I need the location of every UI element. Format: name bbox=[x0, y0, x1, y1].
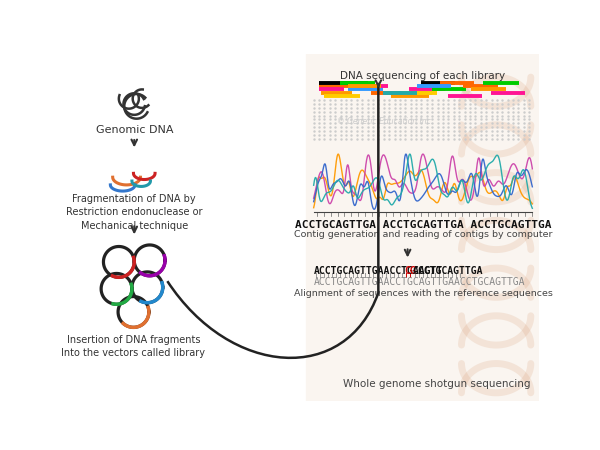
Text: ACCTGCAGTTGA: ACCTGCAGTTGA bbox=[413, 266, 483, 276]
Text: ACCTGCAGTTGAACCTGCAGTT: ACCTGCAGTTGAACCTGCAGTT bbox=[314, 266, 443, 276]
Text: CG: CG bbox=[404, 266, 416, 276]
Bar bbox=[306, 54, 539, 400]
Text: ACCTGCAGTTGA ACCTGCAGTTGA ACCTGCAGTTGA: ACCTGCAGTTGA ACCTGCAGTTGA ACCTGCAGTTGA bbox=[295, 220, 551, 230]
Text: Whole genome shotgun sequencing: Whole genome shotgun sequencing bbox=[343, 379, 531, 389]
Text: Genomic DNA: Genomic DNA bbox=[95, 125, 173, 135]
Text: Insertion of DNA fragments
Into the vectors called library: Insertion of DNA fragments Into the vect… bbox=[61, 335, 205, 358]
Text: DNA sequencing of each library: DNA sequencing of each library bbox=[340, 71, 506, 81]
Text: Contig generation and reading of contigs by computer: Contig generation and reading of contigs… bbox=[294, 230, 552, 238]
Text: Alignment of sequences with the reference sequences: Alignment of sequences with the referenc… bbox=[293, 289, 553, 298]
Text: ACCTGCAGTTGAACCTGCAGTTGAACCTGCAGTTGA: ACCTGCAGTTGAACCTGCAGTTGAACCTGCAGTTGA bbox=[314, 277, 525, 287]
Text: © Genetic Education Inc.: © Genetic Education Inc. bbox=[337, 117, 433, 126]
Text: Fragmentation of DNA by
Restriction endonuclease or
Mechanical technique: Fragmentation of DNA by Restriction endo… bbox=[66, 194, 203, 230]
